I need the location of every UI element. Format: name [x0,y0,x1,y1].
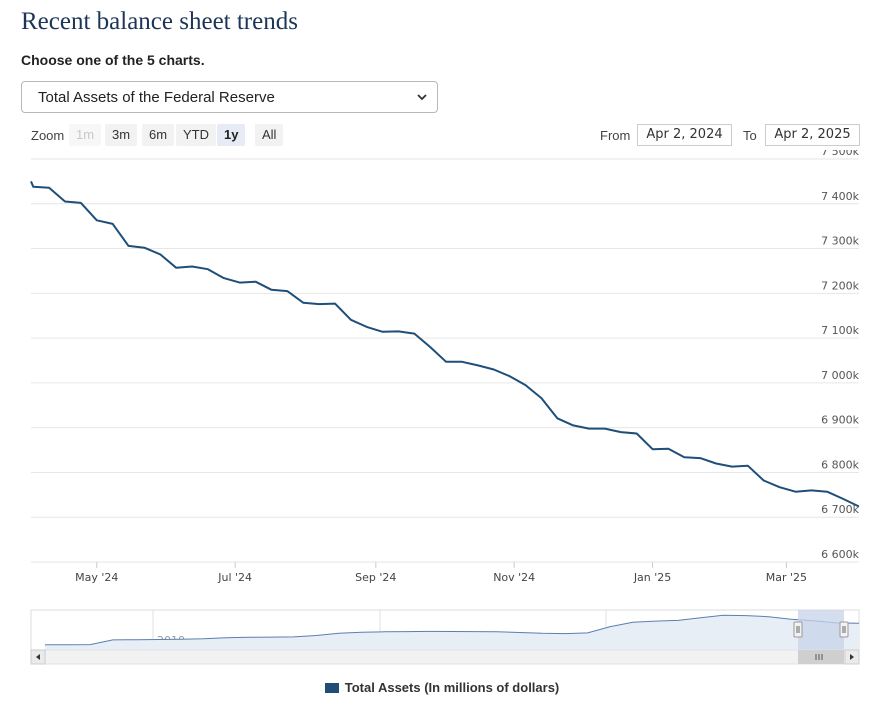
navigator-line [45,614,860,646]
y-tick-label: 6 800k [821,458,859,471]
navigator-area [45,615,859,650]
x-tick-label: Nov '24 [493,571,535,584]
scrollbar-thumb [798,650,844,664]
series-line-total-assets [30,181,860,508]
y-tick-label: 6 600k [821,548,859,561]
from-label: From [600,128,631,143]
zoom-6m-button[interactable]: 6m [142,124,175,146]
to-label: To [743,128,757,143]
x-tick-label: May '24 [75,571,118,584]
navigator-handle-left [793,621,803,638]
navigator-selection [798,610,844,650]
zoom-label: Zoom [31,128,65,143]
zoom-ytd-button[interactable]: YTD [176,124,216,146]
chevron-right-icon [850,654,854,660]
x-tick-label: Jan '25 [633,571,671,584]
zoom-all-button[interactable]: All [255,124,284,146]
x-tick-label: Mar '25 [766,571,807,584]
page-title: Recent balance sheet trends [21,8,298,35]
zoom-3m-button[interactable]: 3m [105,124,138,146]
y-tick-label: 7 400k [821,190,859,203]
chart-select-value: Total Assets of the Federal Reserve [38,88,275,106]
legend[interactable]: Total Assets (In millions of dollars) [0,680,884,695]
to-date-input[interactable]: Apr 2, 2025 [765,124,860,146]
x-tick-label: Jul '24 [217,571,252,584]
y-tick-label: 7 500k [821,150,859,158]
chevron-left-icon [36,654,40,660]
y-tick-label: 6 900k [821,414,859,427]
chevron-down-icon [417,94,427,101]
y-tick-label: 7 300k [821,235,859,248]
from-date-input[interactable]: Apr 2, 2024 [637,124,732,146]
scrollbar-track [30,649,860,665]
navigator-handle-right [839,621,849,638]
chart-chooser-label: Choose one of the 5 charts. [21,52,205,68]
y-tick-label: 7 000k [821,369,859,382]
legend-label: Total Assets (In millions of dollars) [344,680,560,695]
chart-select[interactable]: Total Assets of the Federal Reserve [21,81,438,113]
x-tick-label: Sep '24 [355,571,396,584]
legend-swatch [324,682,339,693]
y-tick-label: 7 100k [821,324,859,337]
balance-chart: 6 600k 6 700k 6 800k 6 900k 7 000k 7 100k 7 20… [30,150,860,665]
zoom-1m-button[interactable]: 1m [69,124,102,146]
y-tick-label: 7 200k [821,279,859,292]
zoom-1y-button[interactable]: 1y [217,124,246,146]
y-tick-label: 6 700k [821,503,859,516]
